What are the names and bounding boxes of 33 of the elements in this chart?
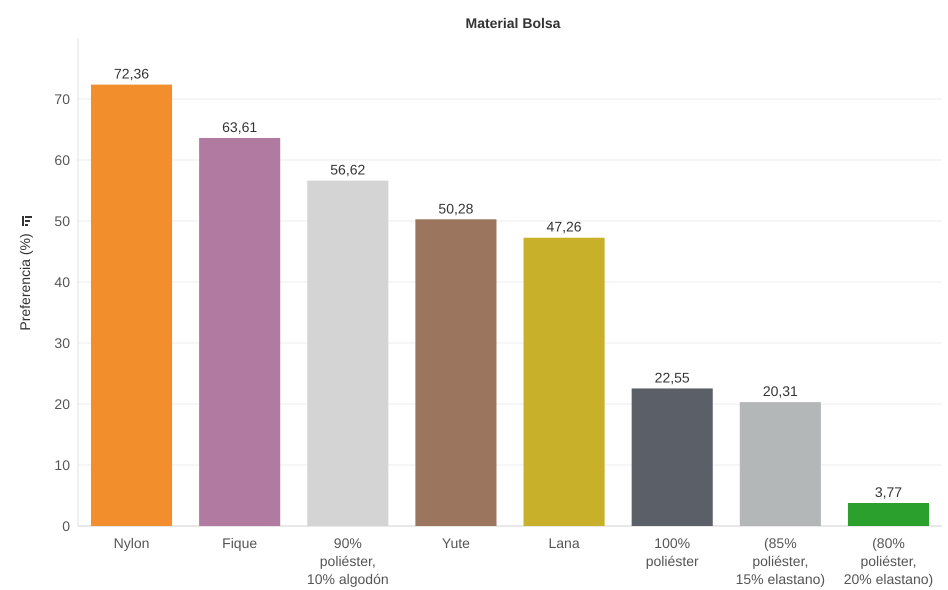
data-label: 72,36 xyxy=(114,66,150,82)
y-tick-label: 50 xyxy=(54,212,70,229)
bar xyxy=(848,503,930,526)
y-tick-label: 70 xyxy=(54,90,70,107)
y-tick-label: 30 xyxy=(54,334,70,351)
x-tick-label: Nylon xyxy=(114,535,150,551)
data-label: 56,62 xyxy=(330,162,366,178)
bar xyxy=(415,219,496,526)
x-tick-label: 100% poliéster xyxy=(646,535,699,569)
data-label: 20,31 xyxy=(762,383,798,400)
bar xyxy=(524,238,605,526)
x-tick-label: 90% poliéster, 10% algodón xyxy=(306,535,389,587)
data-label: 22,55 xyxy=(654,369,690,386)
x-tick-label: Lana xyxy=(548,535,580,551)
y-tick-label: 60 xyxy=(54,152,70,168)
bar xyxy=(90,84,172,526)
y-axis-title: Preferencia (%) xyxy=(17,233,33,331)
bar xyxy=(199,138,280,526)
bar xyxy=(740,402,821,526)
y-tick-label: 0 xyxy=(62,518,70,534)
bar xyxy=(632,388,713,526)
data-label: 3,77 xyxy=(874,484,902,500)
data-label: 63,61 xyxy=(222,118,258,135)
y-tick-label: 20 xyxy=(54,396,70,412)
data-label: 50,28 xyxy=(438,200,474,216)
x-tick-label: (85% poliéster, 15% elastano) xyxy=(736,535,826,587)
x-tick-label: Yute xyxy=(442,535,470,551)
y-tick-label: 10 xyxy=(54,456,70,473)
x-tick-label: Fique xyxy=(222,535,258,551)
data-label: 47,26 xyxy=(546,218,582,235)
y-tick-label: 40 xyxy=(54,274,70,290)
x-tick-label: (80% poliéster, 20% elastano) xyxy=(844,535,934,587)
chart-title: Material Bolsa xyxy=(466,15,561,31)
